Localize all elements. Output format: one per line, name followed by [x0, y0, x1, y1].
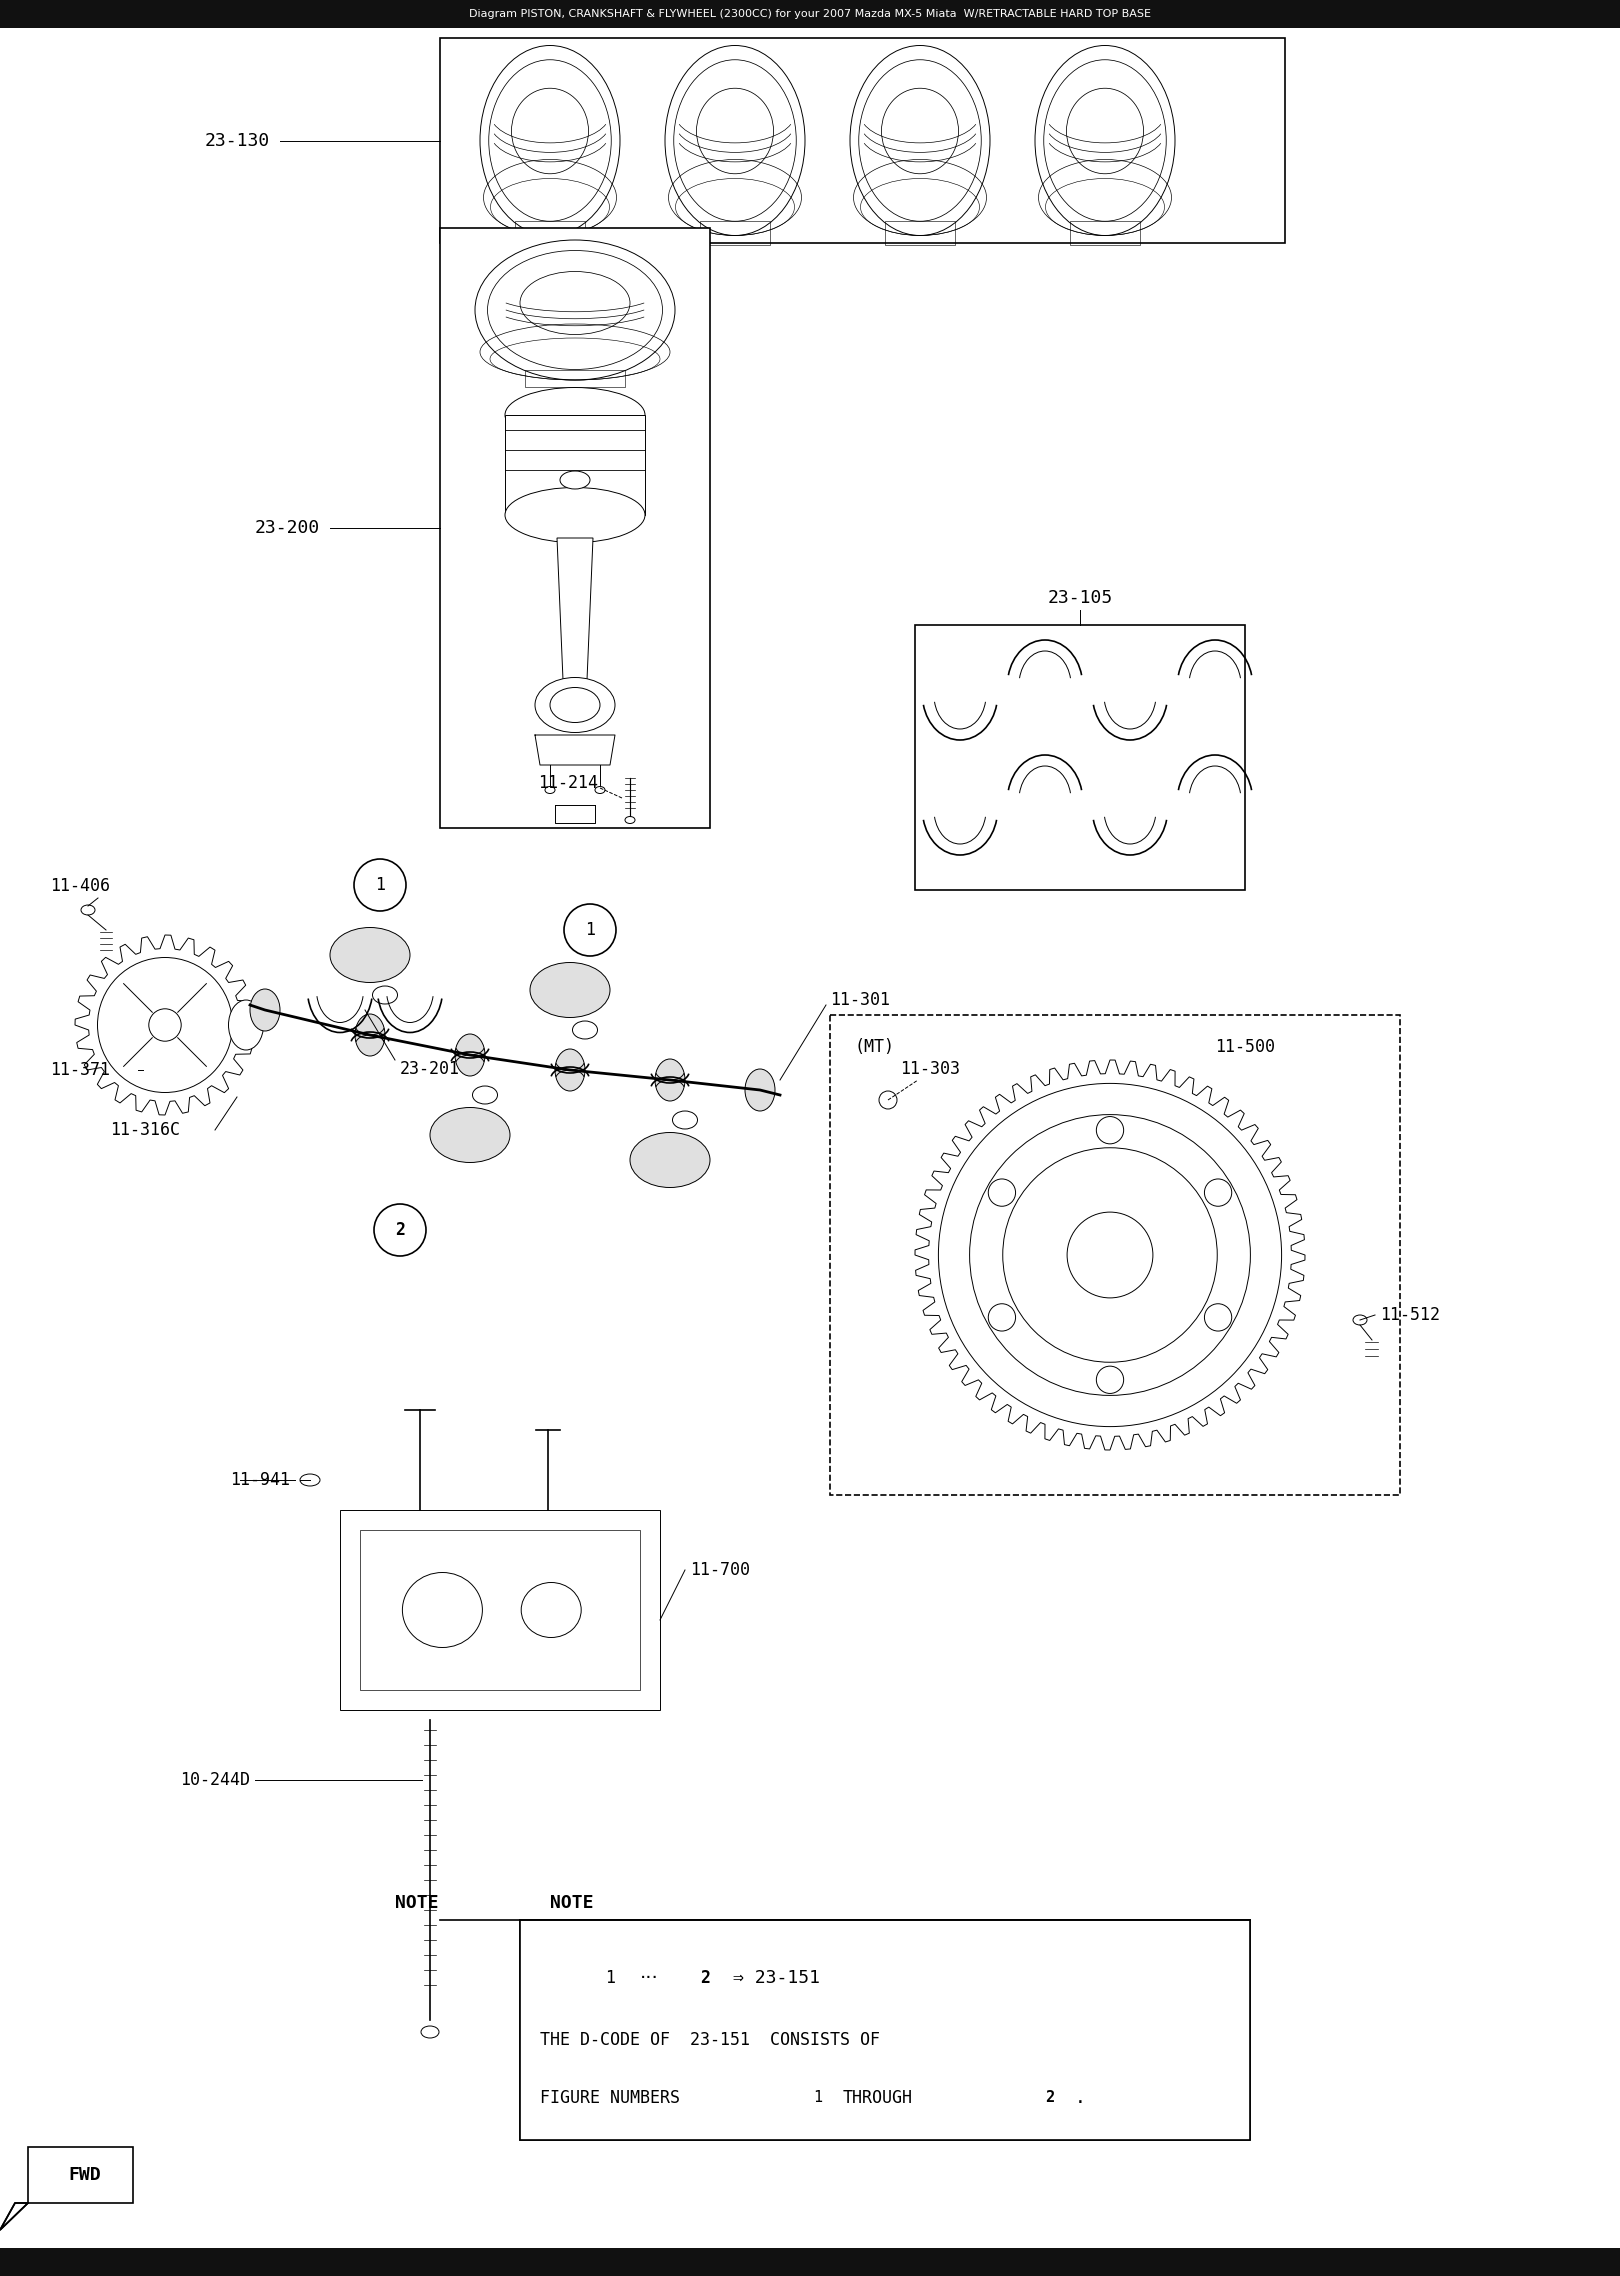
Text: Diagram PISTON, CRANKSHAFT & FLYWHEEL (2300CC) for your 2007 Mazda MX-5 Miata  W: Diagram PISTON, CRANKSHAFT & FLYWHEEL (2…	[470, 9, 1150, 18]
Text: 11-500: 11-500	[1215, 1038, 1275, 1056]
Text: FIGURE NUMBERS: FIGURE NUMBERS	[539, 2089, 680, 2108]
Ellipse shape	[429, 1108, 510, 1163]
Text: 11-316C: 11-316C	[110, 1122, 180, 1138]
Text: 23-200: 23-200	[254, 519, 321, 537]
Ellipse shape	[551, 687, 599, 721]
Bar	[340, 1509, 659, 1709]
Text: NOTE: NOTE	[551, 1894, 593, 1912]
Ellipse shape	[572, 1022, 598, 1040]
Ellipse shape	[473, 1086, 497, 1104]
Bar	[441, 39, 1285, 244]
Text: .: .	[1076, 2089, 1085, 2108]
Circle shape	[880, 1090, 897, 1108]
Text: 11-512: 11-512	[1380, 1306, 1440, 1325]
Ellipse shape	[355, 1015, 386, 1056]
Text: NOTE: NOTE	[395, 1894, 437, 1912]
Polygon shape	[0, 2203, 28, 2230]
Text: 1: 1	[585, 922, 595, 940]
Ellipse shape	[373, 986, 397, 1004]
Text: 2: 2	[1045, 2089, 1055, 2105]
Ellipse shape	[530, 963, 611, 1017]
Ellipse shape	[561, 471, 590, 489]
Ellipse shape	[330, 929, 410, 983]
Ellipse shape	[672, 1111, 698, 1129]
Ellipse shape	[505, 387, 645, 442]
Text: 23-105: 23-105	[1048, 589, 1113, 608]
Bar	[520, 1921, 1251, 2139]
Bar	[700, 221, 770, 246]
Polygon shape	[75, 935, 254, 1115]
Bar	[829, 1015, 1400, 1495]
Text: 11-301: 11-301	[829, 990, 889, 1008]
Text: 2: 2	[700, 1969, 710, 1987]
Bar	[915, 626, 1246, 890]
Bar	[441, 228, 710, 828]
Text: 23-130: 23-130	[204, 132, 271, 150]
Text: 11-406: 11-406	[50, 876, 110, 894]
Text: FWD: FWD	[68, 2167, 102, 2185]
Ellipse shape	[745, 1070, 774, 1111]
Ellipse shape	[249, 990, 280, 1031]
Circle shape	[374, 1204, 426, 1256]
Ellipse shape	[630, 1133, 710, 1188]
Bar	[0, 2249, 1620, 2276]
Ellipse shape	[512, 89, 588, 173]
Ellipse shape	[881, 89, 959, 173]
Bar	[360, 1529, 640, 1691]
Text: THROUGH: THROUGH	[842, 2089, 914, 2108]
Ellipse shape	[654, 1058, 685, 1102]
Text: 1: 1	[374, 876, 386, 894]
Bar	[525, 369, 625, 387]
Text: (MT): (MT)	[855, 1038, 894, 1056]
Text: 1: 1	[604, 1969, 616, 1987]
Text: 11-214: 11-214	[538, 774, 598, 792]
Bar	[885, 221, 956, 246]
Bar	[520, 1921, 1251, 2139]
Text: 11-700: 11-700	[690, 1561, 750, 1580]
Ellipse shape	[535, 678, 616, 733]
Text: ···: ···	[640, 1969, 659, 1987]
Text: THE D-CODE OF  23-151  CONSISTS OF: THE D-CODE OF 23-151 CONSISTS OF	[539, 2030, 880, 2048]
Polygon shape	[557, 537, 593, 681]
Circle shape	[149, 1008, 181, 1040]
Circle shape	[564, 904, 616, 956]
Text: 10-244D: 10-244D	[180, 1771, 249, 1789]
Bar	[515, 221, 585, 246]
Bar	[505, 414, 645, 514]
Ellipse shape	[1066, 89, 1144, 173]
Circle shape	[97, 958, 233, 1092]
Text: 11-371: 11-371	[50, 1061, 110, 1079]
Text: ⇒ 23-151: ⇒ 23-151	[732, 1969, 820, 1987]
Ellipse shape	[520, 271, 630, 335]
Bar	[0, 0, 1620, 27]
Ellipse shape	[455, 1033, 484, 1077]
Ellipse shape	[505, 487, 645, 542]
Text: 11-303: 11-303	[901, 1061, 961, 1079]
Ellipse shape	[556, 1049, 585, 1090]
Ellipse shape	[697, 89, 773, 173]
Bar	[1069, 221, 1140, 246]
Text: 23-201: 23-201	[400, 1061, 460, 1079]
Text: 11-941: 11-941	[230, 1470, 290, 1489]
Text: 1: 1	[813, 2089, 823, 2105]
Text: 2: 2	[395, 1220, 405, 1238]
Bar	[28, 2146, 133, 2203]
Circle shape	[355, 858, 407, 910]
Polygon shape	[915, 1061, 1306, 1450]
Ellipse shape	[228, 999, 264, 1049]
